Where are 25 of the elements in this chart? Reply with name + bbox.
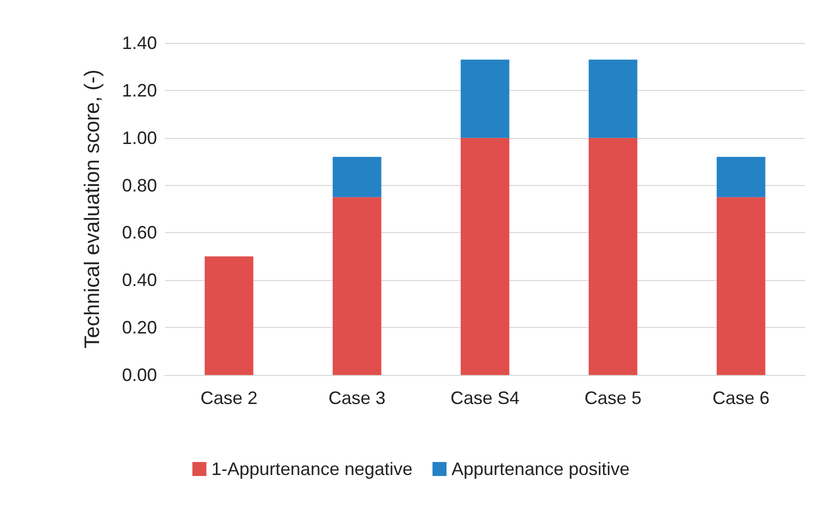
legend-label: Appurtenance positive — [452, 459, 630, 479]
y-tick-label: 0.80 — [122, 175, 157, 196]
bar — [332, 156, 382, 198]
y-tick-label: 0.60 — [122, 222, 157, 243]
bar — [716, 197, 766, 375]
x-tick-label: Case 5 — [584, 388, 642, 408]
y-tick-label: 0.40 — [122, 270, 157, 290]
x-tick-label: Case S4 — [450, 388, 520, 408]
bar — [460, 60, 510, 138]
x-tick-label: Case 2 — [200, 388, 258, 408]
y-tick-label: 1.00 — [122, 128, 157, 148]
x-tick-label: Case 6 — [712, 388, 770, 408]
y-tick-label: 0.20 — [122, 318, 157, 338]
bar — [716, 156, 766, 198]
bar — [332, 197, 382, 375]
bar — [588, 138, 638, 375]
y-axis-title: Technical evaluation score, (-) — [81, 70, 104, 348]
legend-label: 1-Appurtenance negative — [211, 459, 413, 479]
y-tick-label: 0.00 — [122, 365, 157, 385]
bar — [588, 60, 638, 138]
bar — [460, 138, 510, 375]
x-tick-label: Case 3 — [328, 388, 386, 408]
y-tick-label: 1.40 — [122, 33, 157, 53]
bar — [204, 256, 254, 375]
y-tick-label: 1.20 — [122, 80, 157, 100]
